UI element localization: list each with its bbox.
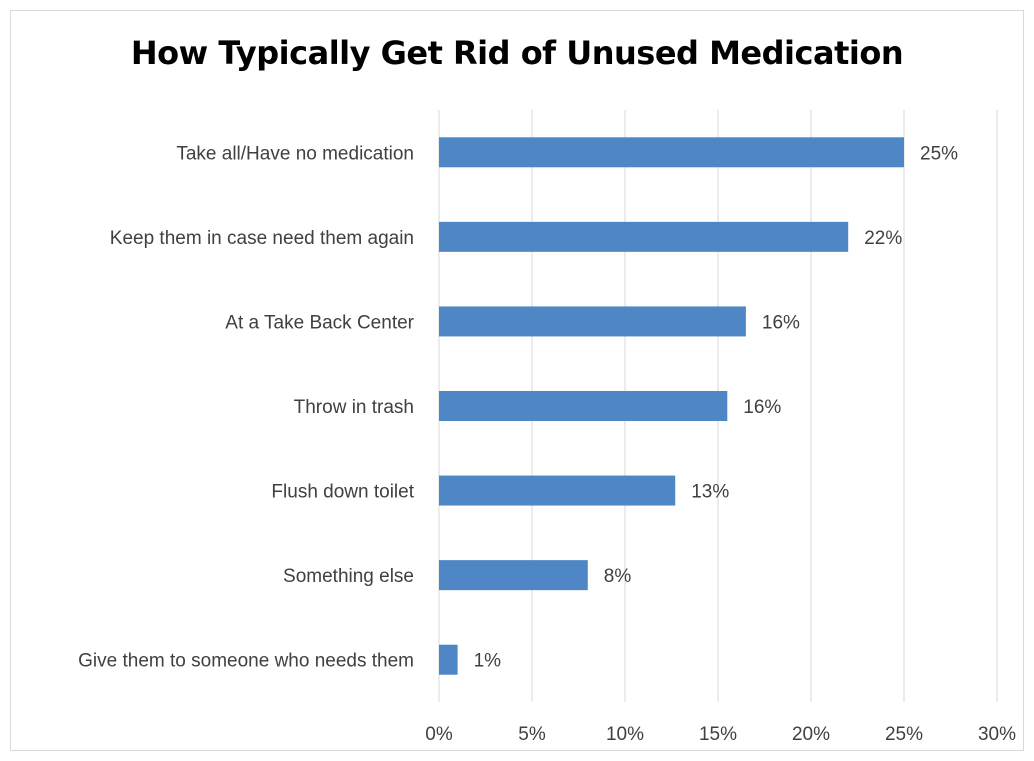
bars bbox=[439, 137, 904, 675]
category-label: At a Take Back Center bbox=[225, 312, 414, 333]
labels: 0% 5% 10% 15% 20% 25% 30% Take all/Have no medi… bbox=[78, 143, 1016, 745]
bar bbox=[439, 391, 728, 421]
x-tick-label: 20% bbox=[792, 724, 830, 745]
data-label: 1% bbox=[474, 651, 502, 672]
data-label: 16% bbox=[743, 397, 781, 418]
x-tick-label: 25% bbox=[885, 724, 923, 745]
chart-frame bbox=[10, 10, 1024, 751]
bar bbox=[439, 644, 458, 675]
category-label: Keep them in case need them again bbox=[110, 228, 414, 249]
category-label: Throw in trash bbox=[294, 397, 414, 418]
category-label: Something else bbox=[283, 566, 414, 587]
data-label: 16% bbox=[762, 312, 800, 333]
x-tick-label: 10% bbox=[606, 724, 644, 745]
x-tick-label: 0% bbox=[425, 724, 453, 745]
bar bbox=[439, 306, 746, 337]
bar bbox=[439, 221, 849, 252]
data-label: 13% bbox=[691, 482, 729, 503]
x-tick-label: 30% bbox=[978, 724, 1016, 745]
x-tick-label: 5% bbox=[518, 724, 546, 745]
category-label: Give them to someone who needs them bbox=[78, 651, 414, 672]
data-label: 8% bbox=[604, 566, 632, 587]
data-label: 22% bbox=[864, 228, 902, 249]
category-label: Take all/Have no medication bbox=[176, 143, 414, 164]
x-tick-label: 15% bbox=[699, 724, 737, 745]
bar bbox=[439, 475, 676, 506]
bar bbox=[439, 137, 904, 168]
chart-title: How Typically Get Rid of Unused Medicati… bbox=[130, 34, 904, 72]
category-label: Flush down toilet bbox=[271, 482, 414, 503]
bar bbox=[439, 560, 588, 591]
data-label: 25% bbox=[920, 143, 958, 164]
